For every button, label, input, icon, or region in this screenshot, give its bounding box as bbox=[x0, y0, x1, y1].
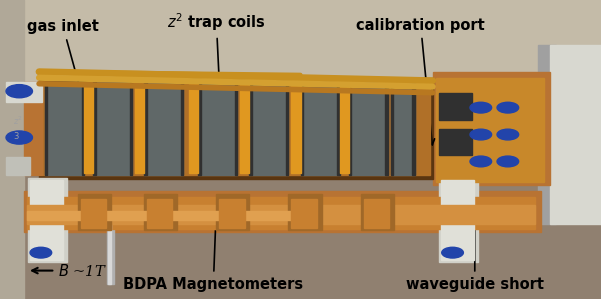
Bar bbox=[240, 84, 249, 173]
Bar bbox=[93, 82, 132, 175]
Bar bbox=[550, 45, 601, 224]
Bar bbox=[0, 0, 24, 299]
Bar bbox=[45, 82, 47, 175]
Circle shape bbox=[6, 131, 32, 144]
Bar bbox=[288, 194, 322, 230]
Bar bbox=[189, 84, 198, 173]
Bar bbox=[6, 157, 30, 175]
Bar bbox=[340, 84, 349, 173]
Bar bbox=[30, 180, 63, 260]
Bar bbox=[6, 82, 42, 102]
Bar bbox=[107, 218, 114, 284]
Circle shape bbox=[442, 247, 463, 258]
Bar bbox=[337, 82, 340, 175]
Bar bbox=[27, 197, 535, 229]
Bar bbox=[538, 45, 556, 224]
Bar bbox=[436, 78, 544, 182]
Text: $z^2$ trap coils: $z^2$ trap coils bbox=[167, 11, 266, 142]
Circle shape bbox=[30, 247, 52, 258]
Bar bbox=[28, 178, 67, 262]
Bar bbox=[39, 78, 433, 179]
Text: BDPA Magnetometers: BDPA Magnetometers bbox=[123, 211, 304, 292]
Bar bbox=[198, 82, 201, 175]
Bar bbox=[144, 82, 147, 175]
Circle shape bbox=[497, 102, 519, 113]
Bar bbox=[385, 82, 388, 175]
Bar bbox=[198, 82, 237, 175]
Bar bbox=[130, 82, 132, 175]
Bar bbox=[78, 194, 111, 230]
Bar bbox=[249, 82, 252, 175]
Bar bbox=[27, 211, 291, 220]
Bar bbox=[84, 84, 93, 173]
Bar bbox=[27, 205, 535, 224]
Bar bbox=[144, 194, 177, 230]
Bar bbox=[135, 84, 144, 173]
Bar bbox=[42, 82, 430, 175]
Bar bbox=[216, 194, 249, 230]
Bar bbox=[349, 82, 388, 175]
Text: $B$ ~1T: $B$ ~1T bbox=[58, 263, 107, 279]
Bar bbox=[441, 180, 474, 260]
Bar bbox=[412, 82, 415, 175]
Bar bbox=[291, 199, 317, 228]
Bar bbox=[108, 218, 111, 284]
Bar bbox=[0, 0, 601, 173]
Bar bbox=[235, 82, 237, 175]
Bar bbox=[439, 178, 478, 262]
Bar bbox=[300, 82, 303, 175]
Bar bbox=[45, 82, 84, 175]
Text: gas inlet: gas inlet bbox=[27, 19, 99, 132]
Bar bbox=[24, 82, 42, 175]
Bar bbox=[364, 199, 389, 228]
Text: waveguide short: waveguide short bbox=[406, 210, 544, 292]
Bar bbox=[391, 82, 415, 175]
Bar bbox=[82, 82, 84, 175]
Bar bbox=[144, 82, 183, 175]
Text: calibration port: calibration port bbox=[356, 18, 485, 145]
Bar bbox=[300, 82, 340, 175]
Bar bbox=[0, 173, 601, 299]
Circle shape bbox=[470, 129, 492, 140]
Bar bbox=[439, 129, 472, 155]
Circle shape bbox=[497, 129, 519, 140]
Text: 3: 3 bbox=[13, 132, 19, 141]
Bar bbox=[286, 82, 288, 175]
Bar bbox=[249, 82, 288, 175]
Bar bbox=[93, 82, 96, 175]
Text: $z^2$: $z^2$ bbox=[13, 115, 23, 127]
Circle shape bbox=[470, 102, 492, 113]
Circle shape bbox=[6, 85, 32, 98]
Bar bbox=[291, 84, 300, 173]
Bar bbox=[81, 199, 106, 228]
Bar bbox=[439, 93, 472, 120]
Circle shape bbox=[470, 156, 492, 167]
Bar bbox=[349, 82, 351, 175]
Bar bbox=[391, 82, 393, 175]
Bar bbox=[219, 199, 245, 228]
Bar bbox=[433, 72, 550, 185]
Bar bbox=[361, 194, 394, 230]
Bar bbox=[147, 199, 172, 228]
Bar bbox=[181, 82, 183, 175]
Circle shape bbox=[497, 156, 519, 167]
Bar bbox=[24, 191, 541, 232]
